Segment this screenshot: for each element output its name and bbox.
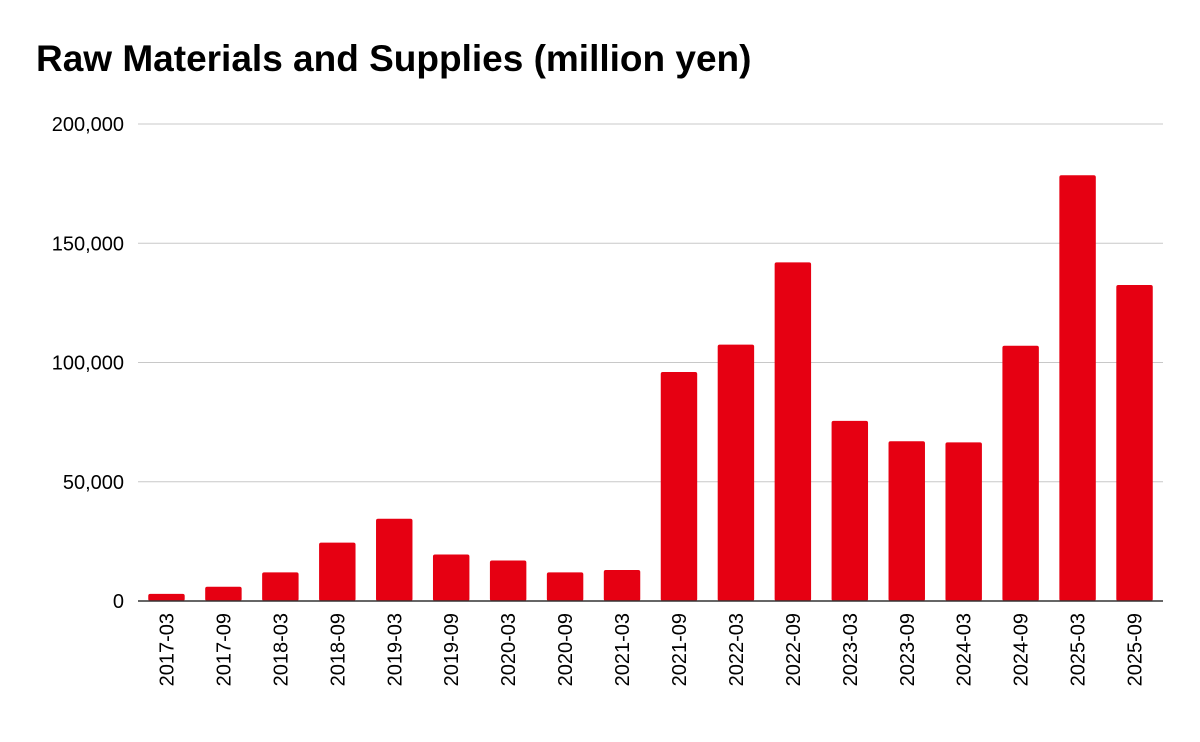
bar-2022-09: [775, 262, 811, 601]
bar-2024-09: [1002, 346, 1038, 601]
y-tick-label: 0: [113, 591, 124, 613]
x-tick-label: 2020-03: [498, 613, 520, 686]
bar-2024-03: [945, 442, 981, 601]
bar-2025-03: [1059, 175, 1095, 601]
x-tick-label: 2020-09: [555, 613, 577, 686]
bar-2023-09: [889, 441, 925, 601]
x-tick-label: 2023-09: [897, 613, 919, 686]
x-tick-label: 2017-03: [156, 613, 178, 686]
x-axis-tick-labels: 2017-03 2017-09 2018-03 2018-09 2019-03 2019-…: [156, 613, 1146, 686]
x-tick-label: 2025-09: [1125, 613, 1147, 686]
x-tick-label: 2021-03: [612, 613, 634, 686]
x-tick-label: 2024-09: [1011, 613, 1033, 686]
bars: [148, 175, 1153, 601]
x-tick-label: 2021-09: [669, 613, 691, 686]
x-tick-label: 2018-03: [270, 613, 292, 686]
bar-2020-03: [490, 560, 526, 601]
bar-2018-03: [262, 572, 298, 601]
x-tick-label: 2022-03: [726, 613, 748, 686]
x-tick-label: 2017-09: [213, 613, 235, 686]
bar-2021-09: [661, 372, 697, 601]
y-axis-tick-labels: 0 50,000 100,000 150,000 200,000: [52, 114, 124, 613]
bar-2019-09: [433, 554, 469, 601]
bar-2025-09: [1116, 285, 1152, 601]
bar-2018-09: [319, 543, 355, 601]
y-tick-label: 150,000: [52, 233, 124, 255]
bar-2021-03: [604, 570, 640, 601]
bar-2019-03: [376, 519, 412, 601]
bar-2022-03: [718, 345, 754, 601]
x-tick-label: 2019-03: [384, 613, 406, 686]
x-tick-label: 2023-03: [840, 613, 862, 686]
x-tick-label: 2025-03: [1068, 613, 1090, 686]
y-tick-label: 100,000: [52, 353, 124, 375]
y-tick-label: 200,000: [52, 114, 124, 136]
bar-2023-03: [832, 421, 868, 601]
x-tick-label: 2022-09: [783, 613, 805, 686]
bar-2020-09: [547, 572, 583, 601]
bar-2017-09: [205, 587, 241, 601]
x-tick-label: 2024-03: [954, 613, 976, 686]
y-tick-label: 50,000: [63, 472, 124, 494]
x-tick-label: 2018-09: [327, 613, 349, 686]
x-tick-label: 2019-09: [441, 613, 463, 686]
bar-2017-03: [148, 594, 184, 601]
